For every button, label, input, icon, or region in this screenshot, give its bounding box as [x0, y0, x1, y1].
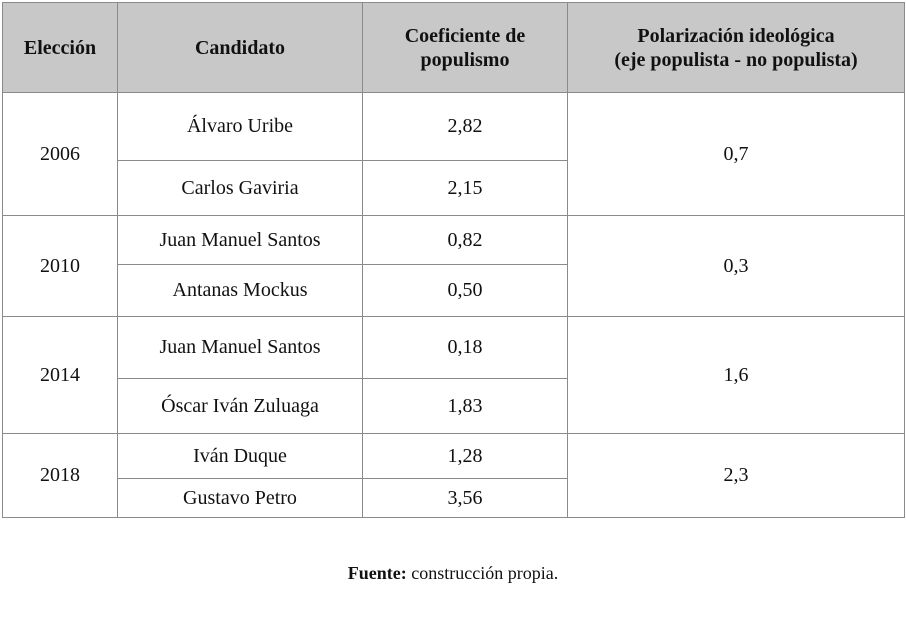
- year-cell: 2006: [2, 92, 118, 216]
- header-polarizacion: Polarización ideológica (eje populista - …: [567, 2, 905, 93]
- coefficient-cell: 2,82: [362, 92, 568, 161]
- year-cell: 2010: [2, 215, 118, 317]
- source-note: Fuente: construcción propia.: [0, 563, 906, 584]
- table-row: 2006 Álvaro Uribe 2,82 0,7: [2, 92, 905, 216]
- table-row: 2010 Juan Manuel Santos 0,82 0,3: [2, 215, 905, 317]
- candidate-cell: Álvaro Uribe: [117, 92, 363, 161]
- candidate-cell: Juan Manuel Santos: [117, 316, 363, 379]
- polarization-cell: 1,6: [567, 316, 905, 434]
- coefficient-cell: 0,18: [362, 316, 568, 379]
- header-row: Elección Candidato Coeficiente de populis…: [2, 2, 905, 93]
- source-label: Fuente:: [347, 563, 407, 583]
- header-line: Coeficiente de: [404, 24, 526, 47]
- candidate-cell: Antanas Mockus: [117, 264, 363, 317]
- year-cell: 2014: [2, 316, 118, 434]
- polarization-cell: 0,7: [567, 92, 905, 216]
- polarization-cell: 2,3: [567, 433, 905, 518]
- coefficient-cell: 2,15: [362, 160, 568, 216]
- coefficient-cell: 1,83: [362, 378, 568, 434]
- header-line: (eje populista - no populista): [614, 48, 858, 71]
- coefficient-cell: 0,50: [362, 264, 568, 317]
- header-eleccion: Elección: [2, 2, 118, 93]
- candidate-cell: Juan Manuel Santos: [117, 215, 363, 265]
- results-table: Elección Candidato Coeficiente de populis…: [2, 2, 905, 518]
- candidate-cell: Iván Duque: [117, 433, 363, 479]
- header-line: populismo: [420, 48, 510, 71]
- header-candidato: Candidato: [117, 2, 363, 93]
- table-row: 2014 Juan Manuel Santos 0,18 1,6: [2, 316, 905, 434]
- candidate-cell: Carlos Gaviria: [117, 160, 363, 216]
- table-row: 2018 Iván Duque 1,28 2,3: [2, 433, 905, 518]
- candidate-cell: Óscar Iván Zuluaga: [117, 378, 363, 434]
- coefficient-cell: 0,82: [362, 215, 568, 265]
- coefficient-cell: 3,56: [362, 478, 568, 518]
- year-cell: 2018: [2, 433, 118, 518]
- header-coeficiente: Coeficiente de populismo: [362, 2, 568, 93]
- table-row: Óscar Iván Zuluaga 1,83: [3, 378, 905, 434]
- table-row: Carlos Gaviria 2,15: [3, 160, 905, 216]
- header-line: Polarización ideológica: [637, 24, 835, 47]
- coefficient-cell: 1,28: [362, 433, 568, 479]
- candidate-cell: Gustavo Petro: [117, 478, 363, 518]
- table-row: Gustavo Petro 3,56: [3, 478, 905, 518]
- polarization-cell: 0,3: [567, 215, 905, 317]
- source-text: construcción propia.: [406, 563, 559, 583]
- table-row: Antanas Mockus 0,50: [3, 264, 905, 317]
